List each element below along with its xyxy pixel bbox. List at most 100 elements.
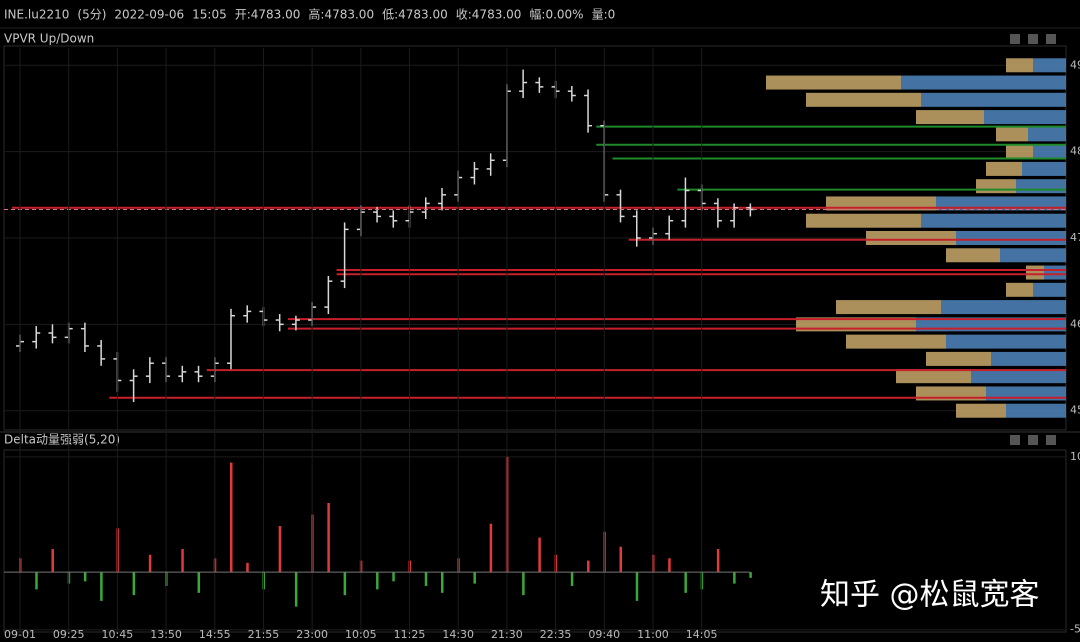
x-tick-label: 11:00 [637,628,669,641]
y-tick-label: 4550 [1070,404,1080,417]
delta-bar [197,572,201,593]
header-item: 收:4783.00 [456,8,522,22]
header-item: 量:0 [592,8,616,22]
pane-icons [1010,34,1056,445]
delta-bar [83,572,87,582]
delta-bar [684,572,687,593]
delta-bar [522,572,525,596]
delta-bar [440,572,444,593]
x-tick-label: 14:55 [199,628,231,641]
delta-bar [229,462,233,573]
profile-bar [896,369,971,384]
y-tick-label: 4950 [1070,58,1080,71]
profile-bar [921,92,1066,107]
delta-bar [294,572,298,607]
y-tick-label: -50 [1070,623,1080,636]
profile-bar [946,334,1066,349]
x-tick-label: 14:05 [686,628,718,641]
x-tick-label: 11:25 [394,628,426,641]
delta-bar [246,562,249,573]
profile-bar [766,75,901,90]
delta-bar [733,572,736,584]
delta-bar [473,572,476,584]
profile-bar [956,231,1066,245]
profile-bar [1006,282,1033,297]
x-tick-label: 22:35 [540,628,572,641]
x-tick-label: 14:30 [442,628,474,641]
delta-bar [749,572,752,578]
delta-bar [635,572,639,601]
profile-bar [941,300,1066,315]
header-item: INE.lu2210 [4,8,69,22]
profile-bar [971,369,1066,384]
profile-bar [806,92,921,107]
profile-bar [986,161,1022,176]
icon [1010,34,1020,44]
x-tick-label: 21:55 [248,628,280,641]
header: INE.lu2210 (5分) 2022-09-06 15:05 开:4783.00 高:… [4,7,615,22]
profile-bar [901,75,1066,90]
profile-bar [806,213,921,228]
y-tick-label: 4850 [1070,145,1080,158]
profile-bar [946,248,1000,263]
delta-bar [489,523,493,573]
delta-bar [619,546,623,573]
profile-bar [1000,248,1066,263]
delta-bar [376,572,379,590]
header-item: 低:4783.00 [382,8,448,22]
y-tick-label: 100 [1070,450,1080,463]
x-tick-label: 10:05 [345,628,377,641]
delta-bar [35,572,38,590]
profile-bar [976,179,1016,194]
profile-bar [836,300,941,315]
icon [1046,34,1056,44]
delta-bar [327,502,330,573]
x-tick-label: 13:50 [150,628,182,641]
profile-bar [956,403,1006,418]
delta-bar [100,572,103,601]
profile-bar [1033,58,1066,73]
icon [1028,435,1038,445]
header-item: 15:05 [192,8,227,22]
profile-bar [1026,265,1044,280]
delta-bar [587,560,590,573]
profile-bar [1022,161,1066,176]
delta-bar [716,549,720,573]
icon [1046,435,1056,445]
delta-bar [668,558,671,573]
x-tick-label: 21:30 [491,628,523,641]
icon [1028,34,1038,44]
profile-bar [926,351,991,366]
profile-bar [1006,144,1033,159]
profile-bar [1016,179,1066,194]
delta-bar [538,537,541,573]
delta-bar [392,572,395,582]
delta-bar [181,549,184,573]
delta-bar [132,572,136,596]
profile-bar [1033,282,1066,297]
delta-pane-title: Delta动量强弱(5,20) [4,433,120,447]
header-item: 2022-09-06 [114,8,184,22]
header-item: 高:4783.00 [308,7,374,22]
profile-bar [1006,403,1066,418]
profile-bar [984,110,1066,125]
delta-bar [343,572,347,596]
delta-bar [424,572,428,586]
delta-pane [3,449,1067,633]
y-tick-label: 4750 [1070,231,1080,244]
profile-bar [996,127,1028,142]
x-tick-label: 09:25 [53,628,85,641]
profile-bar [991,351,1066,366]
profile-bar [866,231,956,245]
profile-bar [916,110,984,125]
profile-bar [921,213,1066,228]
profile-bar [1006,58,1033,73]
price-pane-title: VPVR Up/Down [4,32,94,46]
header-item: 幅:0.00% [529,7,583,22]
watermark: 知乎 @松鼠宽客 [820,578,1040,613]
profile-bar [846,334,946,349]
x-tick-label: 23:00 [296,628,328,641]
delta-bar [570,572,574,586]
